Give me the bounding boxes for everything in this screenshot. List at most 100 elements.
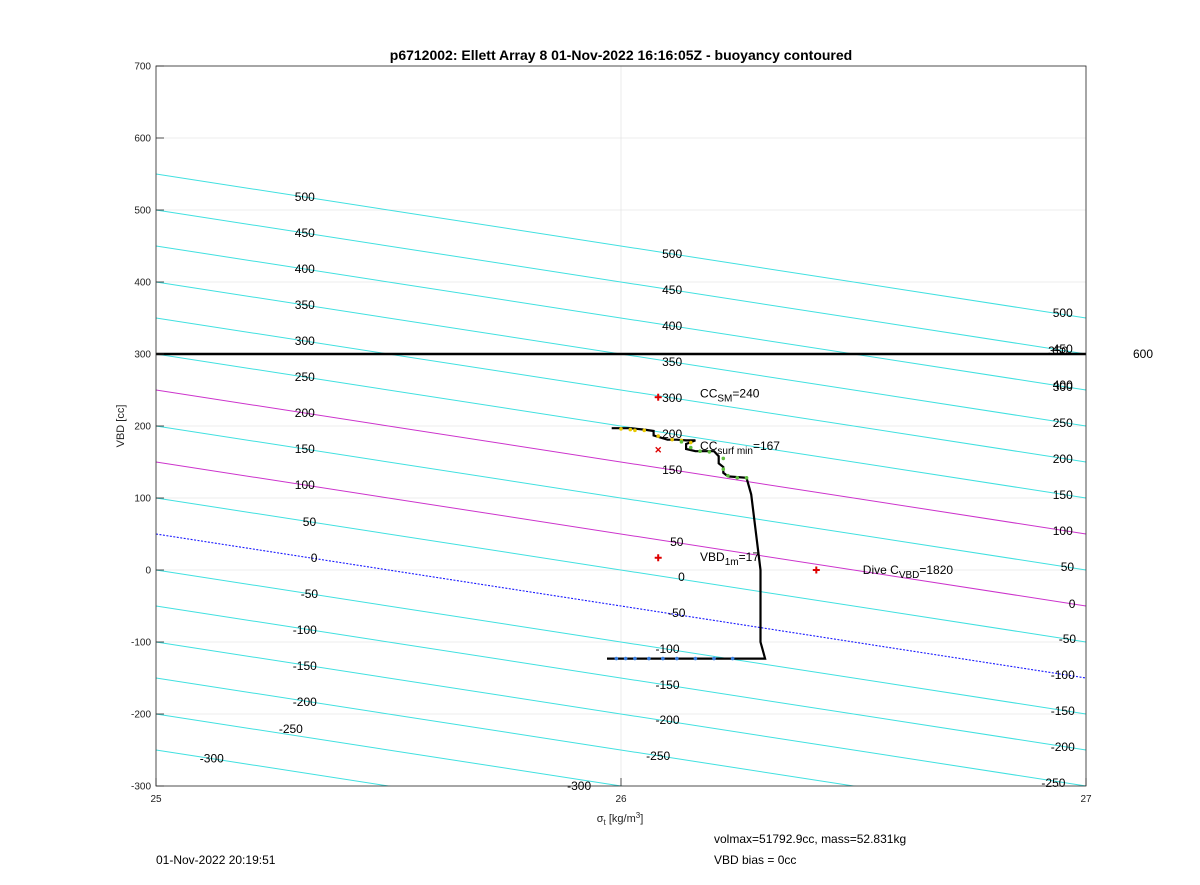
- contour-label-24: 150: [662, 463, 682, 477]
- y-axis-ticks: -300 -200 -100 0 100 200 300 400 500 600 700: [131, 62, 164, 793]
- y-tick-label-9: 600: [134, 134, 151, 145]
- profile-point-blue-1: [623, 656, 628, 661]
- contour-label-1: 450: [295, 226, 315, 240]
- profile-point-blue-3: [647, 656, 651, 661]
- contour-label-20: 350: [662, 355, 682, 369]
- contour-label-16: -300: [200, 752, 224, 766]
- x-axis-ticks: 25 26 27: [150, 778, 1092, 805]
- contour-label-6: 200: [295, 406, 315, 420]
- y-tick-label-6: 300: [134, 350, 151, 361]
- contour-line-2: [156, 677, 857, 786]
- x-axis-label: σt [kg/m3]: [597, 811, 644, 827]
- x-axis-label-sup: 3: [636, 811, 641, 820]
- contour-label-36: 350: [1048, 344, 1068, 358]
- x-axis-label-symbol: σ: [597, 813, 604, 825]
- contour-line-1: [156, 713, 625, 786]
- y-tick-label-7: 400: [134, 278, 151, 289]
- profile-point-yellow-4: [656, 434, 660, 438]
- y-tick-label-1: -200: [131, 710, 151, 721]
- x-tick-label-2: 27: [1080, 794, 1092, 805]
- contour-line-11: [156, 353, 1086, 499]
- contour-label-15: -250: [279, 722, 303, 736]
- contour-label-9: 50: [303, 515, 317, 529]
- contour-label-26: 0: [678, 570, 685, 584]
- contour-label-45: -100: [1051, 668, 1075, 682]
- contour-label-31: -250: [646, 749, 670, 763]
- contour-label-29: -150: [655, 678, 679, 692]
- contour-label-2: 400: [295, 262, 315, 276]
- profile-point-green-8: [744, 476, 749, 480]
- profile-point-blue-8: [730, 656, 735, 661]
- contour-label-28: -100: [655, 642, 679, 656]
- contour-label-13: -150: [293, 659, 317, 673]
- annotation-3: Dive CVBD=1820: [863, 563, 954, 581]
- annotation-2: VBD1m=17: [700, 550, 759, 568]
- contour-label-39: 200: [1053, 452, 1073, 466]
- x-axis-label-unit: [kg/m: [606, 813, 636, 825]
- contour-line-10: [156, 389, 1086, 535]
- contour-line-5: [156, 569, 1086, 715]
- markers: [654, 393, 820, 574]
- contour-label-25: 50: [670, 535, 684, 549]
- reference-line-label: 600: [1133, 347, 1153, 361]
- annotation-1: CCsurf min=167: [700, 439, 780, 457]
- vbd-bias-footer: VBD bias = 0cc: [714, 853, 797, 867]
- contour-label-38: 250: [1053, 416, 1073, 430]
- profile-point-green-6: [726, 473, 730, 478]
- profile-point-blue-2: [633, 656, 637, 661]
- marker-3: [812, 566, 820, 574]
- profile-point-blue-5: [675, 656, 679, 661]
- contour-label-14: -200: [293, 695, 317, 709]
- profile-point-blue-6: [693, 656, 698, 661]
- profile-point-yellow-7: [688, 440, 693, 445]
- contour-label-42: 50: [1061, 560, 1075, 574]
- contour-line-15: [156, 209, 1086, 355]
- contour-label-43: 0: [1069, 597, 1076, 611]
- profile-point-blue-4: [661, 656, 665, 661]
- contour-label-48: -250: [1041, 776, 1065, 790]
- contour-label-27: -50: [668, 606, 686, 620]
- contour-line-12: [156, 317, 1086, 463]
- contour-label-19: 400: [662, 319, 682, 333]
- contour-line-0: [156, 749, 392, 786]
- contour-line-3: [156, 641, 1086, 786]
- profile-point-green-5: [721, 467, 726, 472]
- contour-label-30: -200: [655, 713, 679, 727]
- contour-line-6: [156, 533, 1086, 679]
- contour-line-8: [156, 461, 1086, 607]
- contour-label-34: 450: [1053, 342, 1073, 356]
- volmax-footer: volmax=51792.9cc, mass=52.831kg: [714, 832, 907, 846]
- contour-label-17: 500: [662, 247, 682, 261]
- contour-label-7: 150: [295, 442, 315, 456]
- reference-line: 600: [156, 347, 1153, 361]
- profile-point-blue-0: [614, 656, 619, 661]
- contour-label-5: 250: [295, 370, 315, 384]
- contour-line-16: [156, 173, 1086, 319]
- contour-label-41: 100: [1053, 524, 1073, 538]
- contour-label-47: -200: [1051, 740, 1075, 754]
- y-tick-label-2: -100: [131, 638, 151, 649]
- contour-label-33: 500: [1053, 306, 1073, 320]
- contour-lines: [156, 173, 1086, 786]
- y-tick-label-0: -300: [131, 782, 151, 793]
- contour-labels: 500450400350300250200150100500-50-100-15…: [200, 190, 1077, 793]
- contour-label-8: 100: [295, 478, 315, 492]
- marker-2: [654, 554, 662, 562]
- contour-line-7: [156, 497, 1086, 643]
- contour-label-11: -50: [301, 587, 319, 601]
- x-tick-label-1: 26: [615, 794, 627, 805]
- y-tick-label-5: 200: [134, 422, 151, 433]
- contour-line-4: [156, 605, 1086, 751]
- contour-label-3: 350: [295, 298, 315, 312]
- profile-point-yellow-5: [670, 437, 674, 442]
- x-tick-label-0: 25: [150, 794, 162, 805]
- profile-point-green-2: [698, 449, 702, 454]
- y-tick-label-4: 100: [134, 494, 151, 505]
- x-axis-label-close: ]: [640, 813, 643, 825]
- profile-point-yellow-0: [619, 427, 623, 431]
- profile-point-blue-7: [712, 656, 716, 661]
- contour-label-12: -100: [293, 623, 317, 637]
- contour-label-44: -50: [1059, 632, 1077, 646]
- contour-label-4: 300: [295, 334, 315, 348]
